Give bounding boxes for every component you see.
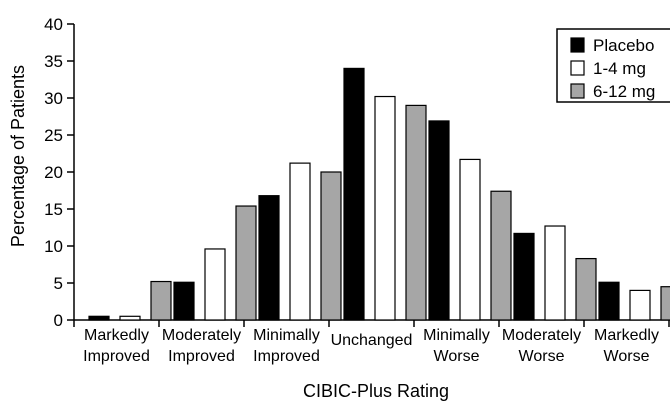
legend-swatch [570, 37, 585, 53]
x-category-label: Moderately [162, 327, 241, 344]
bar-1-4-mg-2 [289, 162, 311, 321]
x-category-label: Worse [604, 348, 650, 365]
y-tick-label: 15 [44, 200, 63, 219]
x-category-label: Moderately [502, 327, 581, 344]
bar-6-12-mg-6 [660, 286, 670, 321]
bar-6-12-mg-2 [320, 171, 342, 321]
bar-placebo-5 [513, 232, 535, 321]
x-category-label: Worse [519, 348, 565, 365]
y-tick-label: 25 [44, 126, 63, 145]
bar-placebo-3 [343, 67, 365, 321]
bar-placebo-2 [258, 195, 280, 321]
y-tick-label: 35 [44, 52, 63, 71]
legend-label: Placebo [593, 36, 654, 55]
x-category-label: Improved [253, 348, 320, 365]
y-tick-label: 40 [44, 15, 63, 34]
bar-6-12-mg-3 [405, 104, 427, 321]
bar-6-12-mg-5 [575, 257, 597, 321]
bar-placebo-0 [88, 315, 110, 321]
x-category-label: Improved [168, 348, 235, 365]
x-axis: Markedly Improved Moderately Improved Minima… [73, 319, 670, 365]
bar-placebo-4 [428, 120, 450, 321]
bars [88, 67, 670, 321]
bar-1-4-mg-1 [204, 248, 226, 321]
y-axis-title: Percentage of Patients [8, 65, 28, 247]
bar-1-4-mg-0 [119, 315, 141, 321]
legend: Placebo 1-4 mg 6-12 mg [556, 28, 670, 103]
x-category-label: Markedly [84, 327, 149, 344]
x-category-label: Minimally [253, 327, 320, 344]
y-tick-label: 20 [44, 163, 63, 182]
y-tick-label: 10 [44, 237, 63, 256]
bar-6-12-mg-4 [490, 190, 512, 321]
legend-label: 6-12 mg [593, 82, 655, 101]
y-tick-label: 30 [44, 89, 63, 108]
bar-placebo-1 [173, 281, 195, 321]
legend-swatch [570, 83, 585, 99]
legend-swatch [570, 60, 585, 76]
x-category-label: Minimally [423, 327, 490, 344]
x-axis-title: CIBIC-Plus Rating [303, 381, 449, 401]
bar-6-12-mg-0 [150, 280, 172, 321]
y-tick-label: 0 [54, 311, 63, 330]
bar-placebo-6 [598, 281, 620, 321]
x-category-label: Unchanged [331, 332, 413, 349]
bar-1-4-mg-3 [374, 95, 396, 321]
legend-label: 1-4 mg [593, 59, 646, 78]
x-category-label: Worse [434, 348, 480, 365]
bar-1-4-mg-4 [459, 158, 481, 321]
bar-1-4-mg-6 [629, 289, 651, 321]
y-axis: 0 5 10 15 20 25 30 35 40 [44, 15, 75, 330]
x-category-label: Markedly [594, 327, 659, 344]
x-category-label: Improved [83, 348, 150, 365]
bar-1-4-mg-5 [544, 225, 566, 321]
bar-6-12-mg-1 [235, 205, 257, 321]
y-tick-label: 5 [54, 274, 63, 293]
